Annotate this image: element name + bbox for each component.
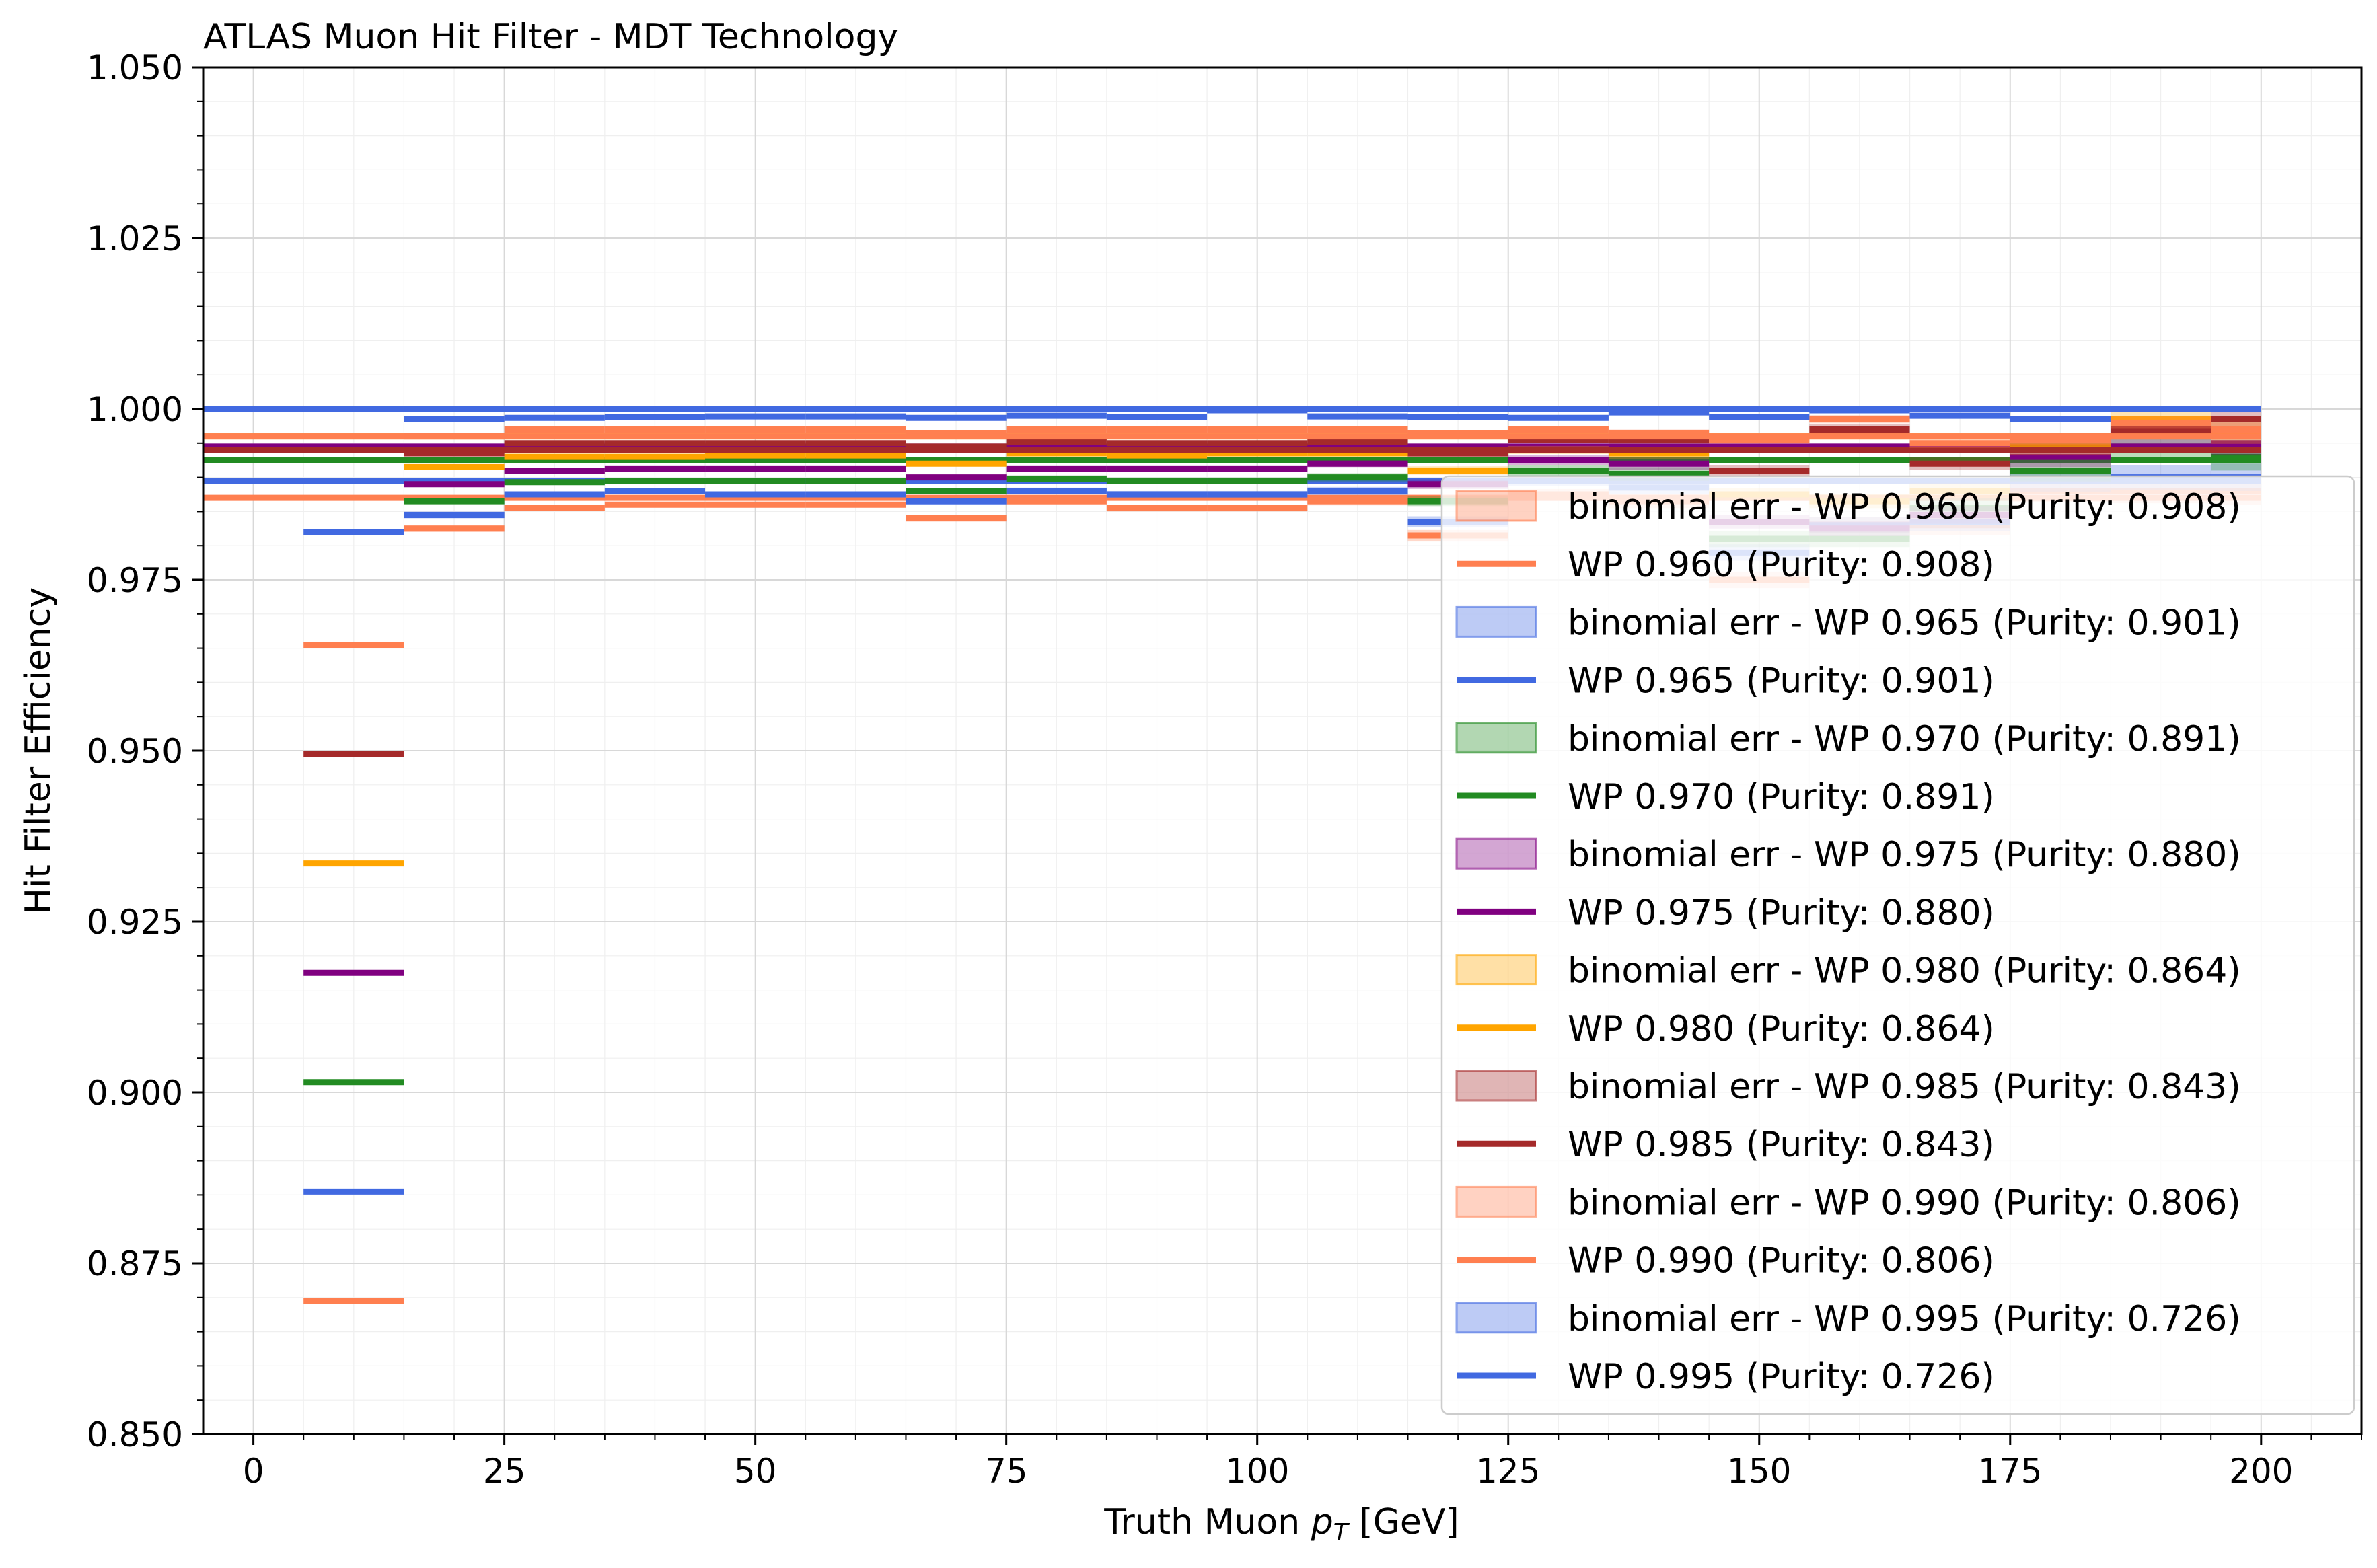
legend-err-swatch	[1455, 954, 1537, 986]
legend-box	[1440, 475, 2355, 1415]
legend-line-label: WP 0.965 (Purity: 0.901)	[1568, 661, 1995, 702]
y-tick-label: 1.050	[87, 48, 183, 87]
x-axis-label-main: Truth Muon	[1103, 1502, 1311, 1542]
legend-err-label: binomial err - WP 0.990 (Purity: 0.806)	[1568, 1183, 2241, 1223]
legend-err-label: binomial err - WP 0.965 (Purity: 0.901)	[1568, 603, 2241, 643]
x-tick-label: 0	[243, 1452, 264, 1491]
legend-err-swatch	[1455, 837, 1537, 870]
legend-err-label: binomial err - WP 0.980 (Purity: 0.864)	[1568, 951, 2241, 992]
legend-line-label: WP 0.985 (Purity: 0.843)	[1568, 1125, 1995, 1165]
x-axis-label-math: p	[1311, 1502, 1333, 1542]
legend-line-label: WP 0.990 (Purity: 0.806)	[1568, 1241, 1995, 1281]
x-axis-label-unit: [GeV]	[1348, 1502, 1459, 1542]
y-axis-label: Hit Filter Efficiency	[18, 587, 59, 914]
legend-err-label: binomial err - WP 0.995 (Purity: 0.726)	[1568, 1299, 2241, 1339]
legend-err-swatch	[1455, 490, 1537, 522]
legend-line-label: WP 0.995 (Purity: 0.726)	[1568, 1357, 1995, 1397]
y-tick-label: 1.025	[87, 219, 183, 258]
legend-line-label: WP 0.970 (Purity: 0.891)	[1568, 777, 1995, 817]
y-tick-label: 0.850	[87, 1415, 183, 1454]
y-tick-label: 0.975	[87, 561, 183, 600]
legend-line-label: WP 0.980 (Purity: 0.864)	[1568, 1009, 1995, 1049]
axis-ticks: 0 25 50 75 100 125 150 175 200 0.850 0.875 0.900 0.9…	[87, 48, 2362, 1491]
legend-line-label: WP 0.975 (Purity: 0.880)	[1568, 893, 1995, 933]
legend-err-swatch	[1455, 722, 1537, 754]
x-axis-label-sub: T	[1333, 1519, 1350, 1546]
x-tick-label: 175	[1978, 1452, 2042, 1491]
y-tick-label: 0.875	[87, 1244, 183, 1283]
legend-err-label: binomial err - WP 0.970 (Purity: 0.891)	[1568, 719, 2241, 759]
legend-err-label: binomial err - WP 0.985 (Purity: 0.843)	[1568, 1067, 2241, 1107]
legend-err-swatch	[1455, 1185, 1537, 1218]
series-6	[203, 415, 2261, 648]
x-tick-label: 200	[2229, 1452, 2293, 1491]
legend-err-swatch	[1455, 1070, 1537, 1102]
legend: binomial err - WP 0.960 (Purity: 0.908) W…	[1440, 475, 2355, 1415]
x-axis-label: Truth Muon pT [GeV]	[1103, 1502, 1459, 1546]
y-tick-label: 0.925	[87, 903, 183, 942]
legend-err-label: binomial err - WP 0.960 (Purity: 0.908)	[1568, 487, 2241, 527]
x-tick-label: 25	[483, 1452, 526, 1491]
chart-title: ATLAS Muon Hit Filter - MDT Technology	[203, 17, 898, 57]
series-7	[203, 405, 2261, 535]
x-tick-label: 75	[985, 1452, 1028, 1491]
y-tick-label: 0.950	[87, 732, 183, 771]
x-tick-label: 150	[1727, 1452, 1791, 1491]
legend-err-swatch	[1455, 1302, 1537, 1334]
legend-line-label: WP 0.960 (Purity: 0.908)	[1568, 545, 1995, 585]
x-tick-label: 50	[734, 1452, 777, 1491]
legend-err-swatch	[1455, 605, 1537, 638]
y-tick-label: 1.000	[87, 390, 183, 429]
y-tick-label: 0.900	[87, 1074, 183, 1113]
x-tick-label: 100	[1225, 1452, 1289, 1491]
legend-err-label: binomial err - WP 0.975 (Purity: 0.880)	[1568, 835, 2241, 875]
x-tick-label: 125	[1476, 1452, 1540, 1491]
